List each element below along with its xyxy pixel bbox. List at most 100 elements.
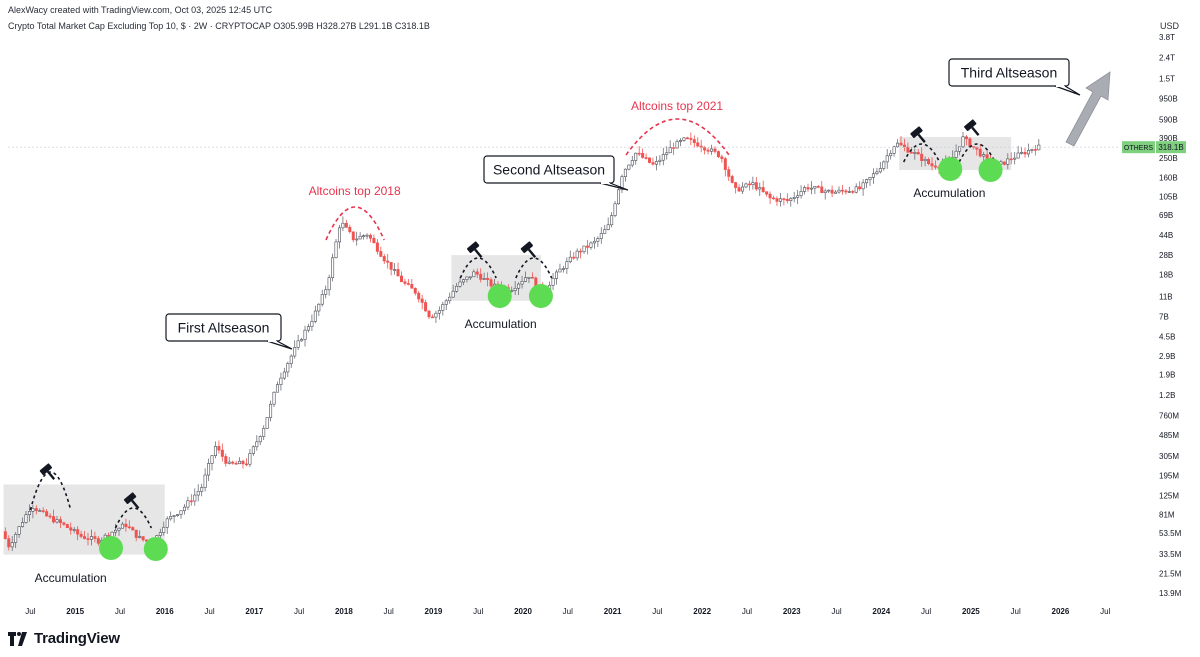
candle-up xyxy=(355,238,359,241)
candle-down xyxy=(410,284,414,289)
last-price-badge-left xyxy=(1122,141,1155,154)
candle-up xyxy=(176,514,180,516)
time-axis[interactable]: Jul 2015 Jul 2016 Jul 2017 Jul 2018 Jul 2019 Jul 20… xyxy=(25,607,1110,616)
candle-down xyxy=(772,197,776,200)
price-tick-label: 69B xyxy=(1159,211,1173,220)
candle-down xyxy=(127,526,131,529)
candle-up xyxy=(293,347,297,357)
upward-projection-arrow xyxy=(1065,71,1111,147)
candle-down xyxy=(775,198,779,202)
candle-down xyxy=(417,292,421,300)
candle-up xyxy=(568,256,572,262)
candle-down xyxy=(672,147,676,149)
candle-down xyxy=(389,262,393,270)
candle-up xyxy=(661,154,665,161)
candle-up xyxy=(558,268,562,273)
price-tick-label: 2.4T xyxy=(1159,53,1175,62)
accumulation-label: Accumulation xyxy=(913,186,985,200)
callout-box xyxy=(483,155,615,184)
price-axis[interactable]: 3.8T 2.4T 1.5T 950B 590B 390B 250B 160B 105B 69B 4… xyxy=(1159,33,1182,598)
top-arc-2018 xyxy=(325,206,385,241)
candle-up xyxy=(272,391,276,405)
currency-label[interactable]: USD xyxy=(1160,21,1180,31)
candle-down xyxy=(782,198,786,201)
candle-down xyxy=(651,162,655,165)
hammer-icon xyxy=(466,241,483,258)
price-tick-label: 760M xyxy=(1159,411,1179,420)
candle-down xyxy=(131,527,135,531)
candle-down xyxy=(79,533,83,537)
candle-up xyxy=(461,279,465,283)
candle-down xyxy=(220,449,224,457)
candle-down xyxy=(1009,158,1013,161)
last-price-series-label: OTHERS xyxy=(1124,145,1154,152)
time-tick-label: Jul xyxy=(742,607,752,616)
hammer-icon-head xyxy=(466,241,480,253)
candle-up xyxy=(458,281,462,287)
candle-up xyxy=(10,542,14,548)
candle-up xyxy=(592,240,596,244)
candle-down xyxy=(7,538,11,548)
candle-up xyxy=(248,453,252,465)
candle-up xyxy=(599,233,603,239)
candle-up xyxy=(792,197,796,199)
candle-up xyxy=(158,532,162,536)
candle-down xyxy=(134,529,138,538)
price-tick-label: 485M xyxy=(1159,431,1179,440)
hammer-icon-head xyxy=(39,463,52,475)
candle-up xyxy=(861,182,865,190)
candle-up xyxy=(561,268,565,270)
candle-up xyxy=(834,191,838,194)
candle-up xyxy=(913,152,917,154)
candle-up xyxy=(262,428,266,437)
candle-down xyxy=(713,148,717,152)
candle-down xyxy=(785,198,789,201)
candle-up xyxy=(513,287,517,291)
candle-up xyxy=(265,417,269,429)
candle-down xyxy=(479,273,483,280)
time-tick-label: Jul xyxy=(294,607,304,616)
candle-down xyxy=(737,187,741,192)
candle-up xyxy=(451,290,455,298)
callout-third-altseason: Third Altseason xyxy=(948,58,1081,96)
candle-up xyxy=(679,140,683,142)
candle-up xyxy=(303,329,307,340)
candle-up xyxy=(300,339,304,342)
callout-tail xyxy=(1054,85,1081,96)
price-tick-label: 195M xyxy=(1159,472,1179,481)
accumulation-marker xyxy=(938,157,963,181)
candle-down xyxy=(41,510,45,512)
candle-down xyxy=(427,310,431,318)
candle-down xyxy=(424,302,428,312)
candle-up xyxy=(620,176,624,191)
price-tick-label: 105B xyxy=(1159,192,1178,201)
candle-up xyxy=(482,278,486,280)
candle-down xyxy=(1033,149,1037,151)
candle-up xyxy=(358,235,362,240)
hammer-icon xyxy=(520,241,537,258)
candle-down xyxy=(399,275,403,283)
time-tick-label: Jul xyxy=(473,607,483,616)
candle-up xyxy=(885,155,889,163)
time-tick-label: Jul xyxy=(204,607,214,616)
candle-down xyxy=(348,226,352,233)
tradingview-logo[interactable]: TradingView xyxy=(8,630,120,647)
candle-down xyxy=(909,151,913,154)
candle-down xyxy=(406,283,410,285)
price-tick-label: 7B xyxy=(1159,313,1169,322)
price-tick-label: 160B xyxy=(1159,174,1178,183)
candle-up xyxy=(207,463,211,476)
distribution-arc xyxy=(902,143,941,163)
candle-up xyxy=(589,242,593,248)
candle-up xyxy=(958,146,962,152)
candle-down xyxy=(375,242,379,252)
distribution-arc xyxy=(958,143,996,163)
top-label-2018: Altcoins top 2018 xyxy=(309,184,401,198)
candle-down xyxy=(844,190,848,193)
candle-down xyxy=(644,157,648,159)
chart-annotations: Altcoins top 2018 Altcoins top 2021 Accumu… xyxy=(29,58,1111,585)
callout-tail xyxy=(266,340,293,350)
candle-down xyxy=(703,147,707,151)
candle-down xyxy=(899,142,903,146)
